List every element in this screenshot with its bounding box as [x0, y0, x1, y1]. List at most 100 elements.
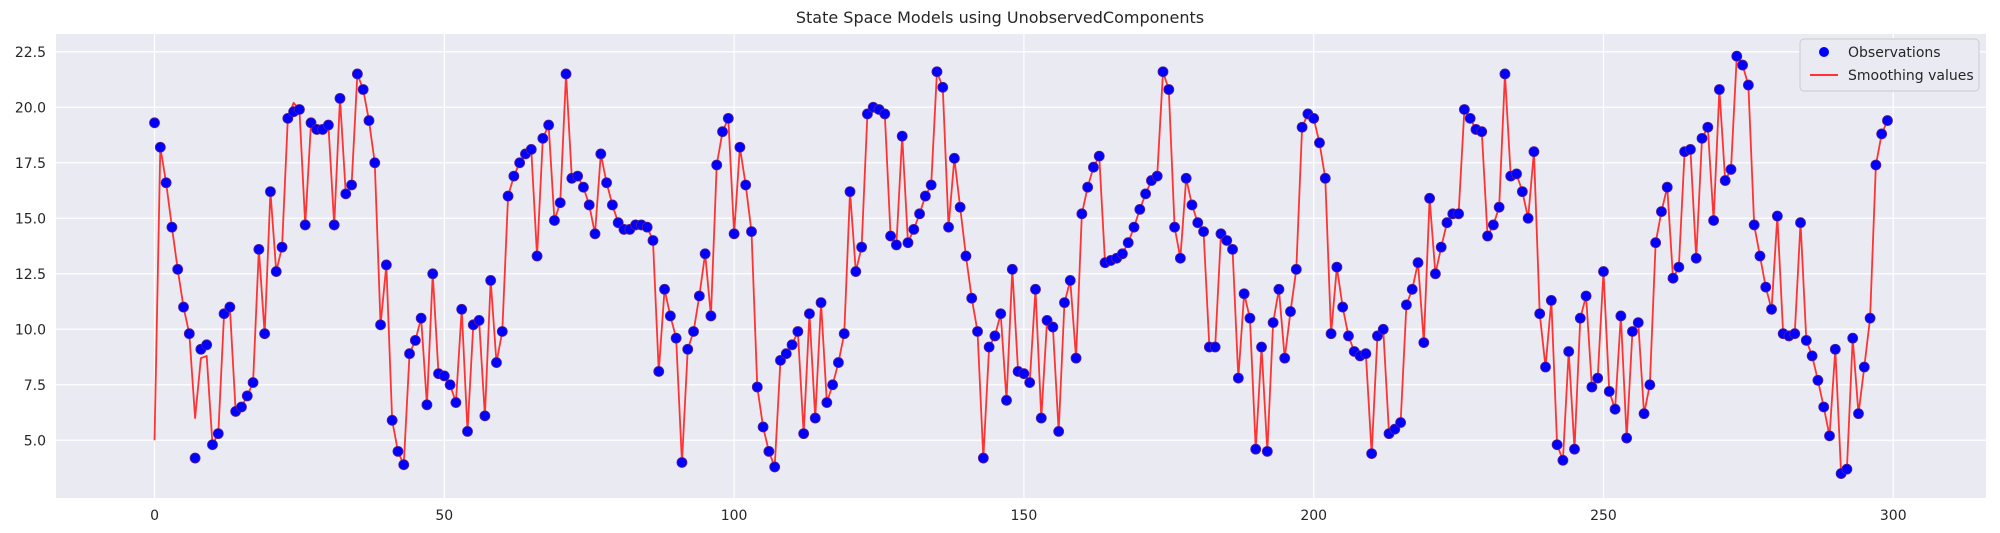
- observation-point: [1441, 217, 1453, 229]
- observation-point: [960, 250, 972, 262]
- observation-point: [1261, 445, 1273, 457]
- observation-point: [1615, 310, 1627, 322]
- observation-point: [601, 177, 612, 189]
- observation-point: [919, 190, 931, 202]
- observation-point: [1719, 175, 1731, 186]
- observation-point: [699, 248, 711, 260]
- observation-point: [1186, 199, 1198, 211]
- observation-point: [670, 332, 682, 344]
- observation-point: [1771, 210, 1783, 222]
- observation-point: [1858, 361, 1870, 373]
- observation-point: [890, 239, 902, 251]
- observation-point: [346, 179, 357, 191]
- observation-point: [943, 221, 954, 233]
- observation-point: [149, 117, 160, 129]
- observation-point: [1232, 372, 1244, 384]
- observation-point: [1598, 266, 1609, 277]
- observation-point: [1713, 84, 1725, 95]
- observation-point: [160, 177, 172, 189]
- observation-point: [328, 219, 340, 231]
- observation-point: [844, 186, 856, 198]
- observation-point: [1487, 219, 1499, 231]
- observation-point: [641, 221, 653, 233]
- observation-point: [763, 445, 775, 457]
- observation-point: [908, 223, 920, 235]
- observation-point: [989, 330, 1001, 342]
- x-tick-label: 150: [1011, 508, 1038, 524]
- observation-point: [421, 399, 433, 411]
- observation-point: [1864, 312, 1876, 324]
- observation-point: [740, 179, 752, 191]
- observation-point: [827, 379, 839, 391]
- observation-point: [1853, 408, 1864, 420]
- axis-ticks: 0 50 100 150 200 250 300 5.0 7.5 10.0 12.5 15.0 17.5…: [15, 45, 1907, 524]
- observation-point: [1829, 343, 1841, 355]
- observation-point: [1511, 168, 1522, 180]
- observation-point: [1006, 263, 1018, 275]
- observation-point: [1169, 221, 1180, 233]
- y-tick-label: 5.0: [24, 433, 46, 449]
- observation-point: [438, 370, 450, 382]
- observation-point: [1018, 368, 1030, 380]
- observation-point: [676, 457, 688, 468]
- observation-point: [1308, 112, 1320, 124]
- observation-point: [1870, 159, 1882, 171]
- observation-point: [340, 188, 352, 200]
- observation-point: [1140, 188, 1152, 200]
- observation-point: [1574, 312, 1586, 324]
- observation-point: [1464, 112, 1476, 124]
- observation-point: [322, 119, 334, 131]
- observation-point: [728, 228, 740, 240]
- observation-point: [896, 130, 908, 142]
- observation-point: [1847, 332, 1859, 344]
- observation-point: [792, 326, 804, 337]
- observation-point: [1795, 217, 1806, 229]
- x-tick-label: 50: [435, 508, 453, 524]
- y-tick-label: 17.5: [15, 156, 46, 172]
- observation-point: [1256, 341, 1267, 353]
- observation-point: [1163, 84, 1175, 95]
- observation-point: [809, 412, 821, 424]
- observation-point: [1360, 348, 1372, 360]
- observation-point: [1424, 192, 1435, 204]
- observation-point: [838, 328, 850, 340]
- observation-point: [1001, 394, 1012, 406]
- observation-point: [1812, 374, 1824, 386]
- observation-point: [682, 343, 694, 355]
- observation-point: [351, 68, 363, 80]
- observation-point: [1064, 275, 1076, 286]
- observation-point: [189, 452, 201, 464]
- observation-point: [1453, 208, 1464, 220]
- observation-point: [815, 297, 827, 309]
- observation-point: [496, 326, 508, 337]
- legend: Observations Smoothing values: [1799, 38, 1980, 92]
- observation-point: [415, 312, 427, 324]
- observation-point: [1563, 346, 1575, 357]
- observation-point: [1876, 128, 1888, 140]
- observation-point: [201, 339, 213, 351]
- observation-point: [1586, 381, 1598, 393]
- observation-point: [334, 92, 346, 104]
- observation-point: [1401, 299, 1412, 311]
- x-tick-label: 250: [1590, 508, 1617, 524]
- observation-point: [1174, 252, 1186, 264]
- observation-point: [1377, 323, 1389, 335]
- observation-point: [1534, 308, 1546, 320]
- observation-point: [879, 108, 891, 120]
- observation-point: [1609, 403, 1621, 415]
- observation-point: [1093, 150, 1105, 162]
- observation-point: [1406, 283, 1418, 295]
- observation-point: [914, 208, 925, 220]
- observation-point: [491, 357, 502, 368]
- observation-point: [693, 290, 705, 302]
- observation-point: [1882, 115, 1893, 126]
- y-tick-label: 20.0: [15, 100, 46, 116]
- observation-point: [178, 301, 189, 313]
- y-tick-label: 15.0: [15, 211, 46, 227]
- observation-point: [1412, 257, 1424, 269]
- observation-point: [711, 159, 723, 171]
- observation-point: [751, 381, 763, 393]
- observation-point: [224, 301, 236, 313]
- observation-point: [1343, 330, 1354, 342]
- observation-point: [1696, 132, 1708, 144]
